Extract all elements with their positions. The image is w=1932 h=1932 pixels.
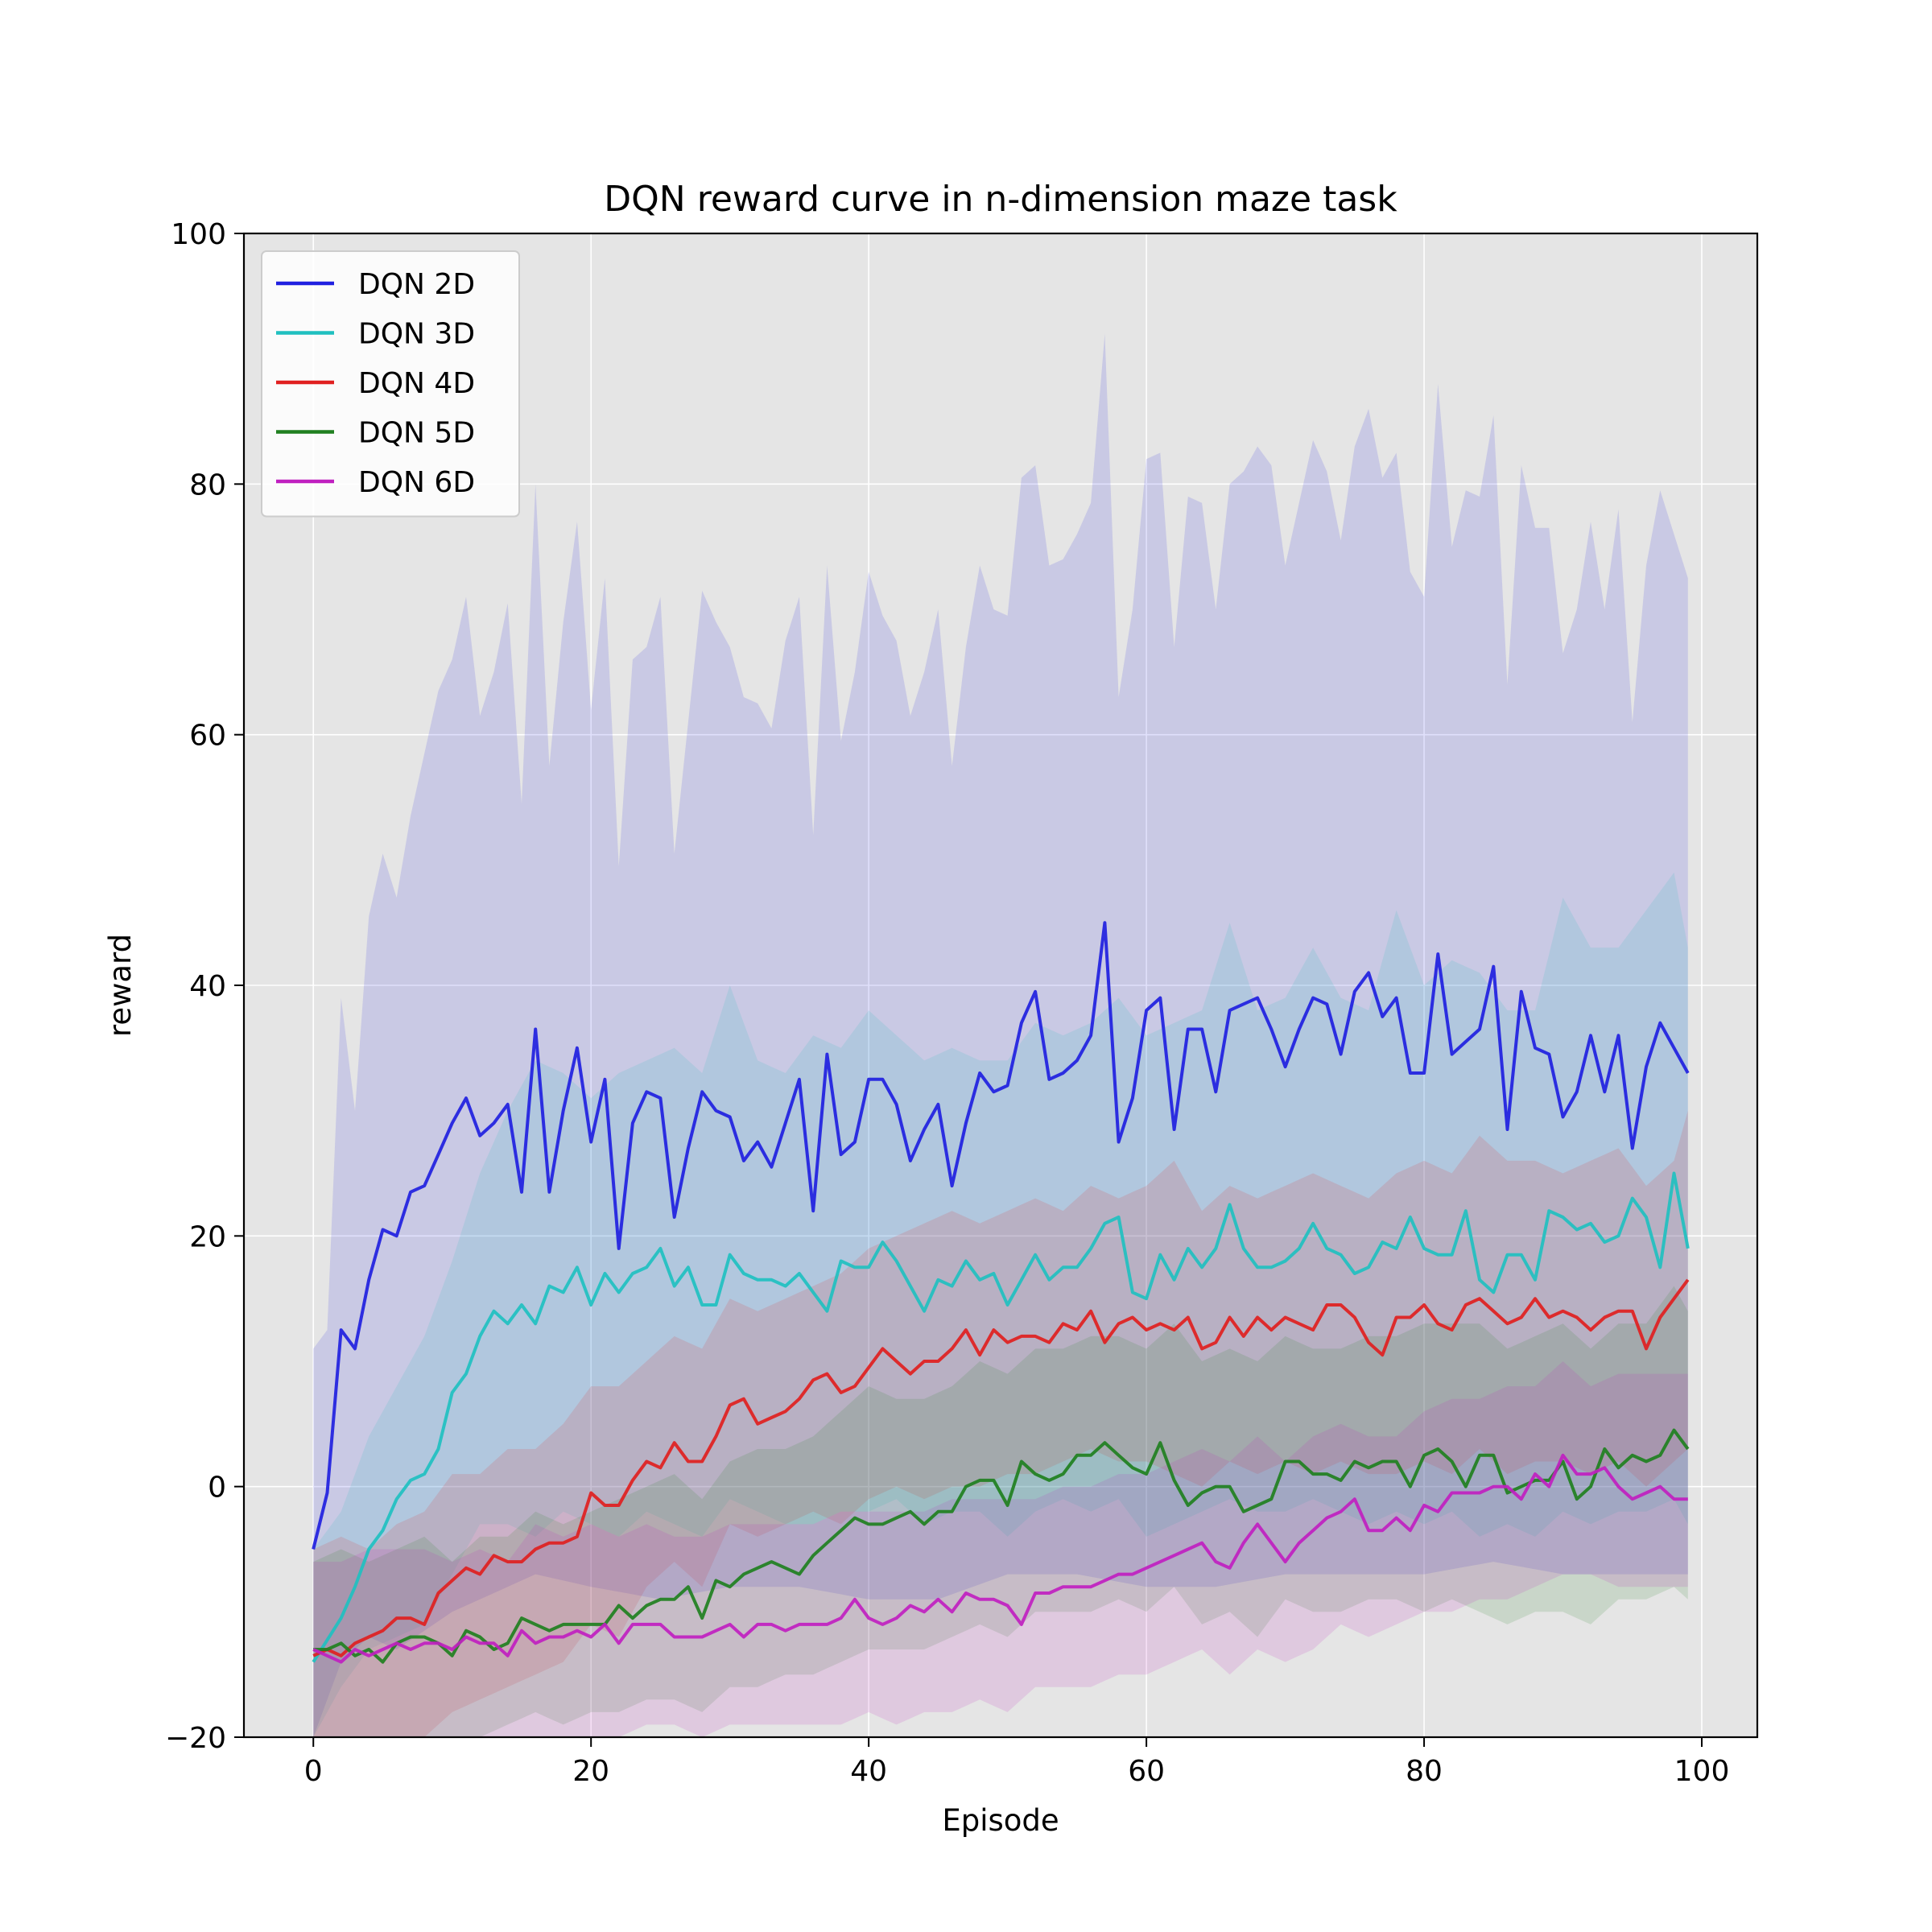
- legend: DQN 2D DQN 3D DQN 4D DQN 5D DQN 6D: [261, 250, 520, 518]
- band-dqn-3d: [313, 872, 1688, 1737]
- chart-title: DQN reward curve in n-dimension maze tas…: [604, 179, 1397, 220]
- line-dqn-4d: [312, 1278, 1690, 1657]
- x-tick-label-20: 20: [572, 1755, 609, 1788]
- band-dqn-2d: [313, 333, 1688, 1737]
- y-tick-label-100: 100: [171, 218, 226, 251]
- x-axis-ticks: 0 20 40 60 80 100: [304, 1737, 1730, 1788]
- legend-label-dqn-6d: DQN 6D: [358, 466, 475, 499]
- band-dqn-6d: [313, 1361, 1688, 1737]
- x-tick-label-80: 80: [1406, 1755, 1443, 1788]
- legend-label-dqn-2d: DQN 2D: [358, 268, 475, 301]
- x-tick-label-0: 0: [304, 1755, 323, 1788]
- y-axis-ticks: −20 0 20 40 60 80 100: [165, 218, 244, 1755]
- legend-label-dqn-4d: DQN 4D: [358, 367, 475, 400]
- band-dqn-4d: [313, 1110, 1688, 1737]
- line-dqn-6d: [312, 1453, 1688, 1664]
- y-tick-label-80: 80: [189, 469, 226, 502]
- line-dqn-3d: [312, 1171, 1690, 1663]
- legend-label-dqn-3d: DQN 3D: [358, 318, 475, 351]
- x-tick-label-100: 100: [1674, 1755, 1730, 1788]
- legend-box: [261, 250, 520, 518]
- y-tick-label-60: 60: [189, 720, 226, 753]
- line-dqn-2d: [312, 921, 1690, 1550]
- y-tick-label--20: −20: [165, 1722, 226, 1755]
- x-axis-label: Episode: [942, 1803, 1059, 1838]
- x-tick-label-40: 40: [850, 1755, 887, 1788]
- y-tick-label-20: 20: [189, 1220, 226, 1253]
- y-tick-label-40: 40: [189, 970, 226, 1003]
- y-axis-label: reward: [103, 934, 138, 1037]
- y-tick-label-0: 0: [208, 1472, 226, 1505]
- series-lines: [312, 921, 1690, 1664]
- line-dqn-5d: [313, 1428, 1690, 1664]
- legend-label-dqn-5d: DQN 5D: [358, 417, 475, 450]
- x-tick-label-60: 60: [1128, 1755, 1165, 1788]
